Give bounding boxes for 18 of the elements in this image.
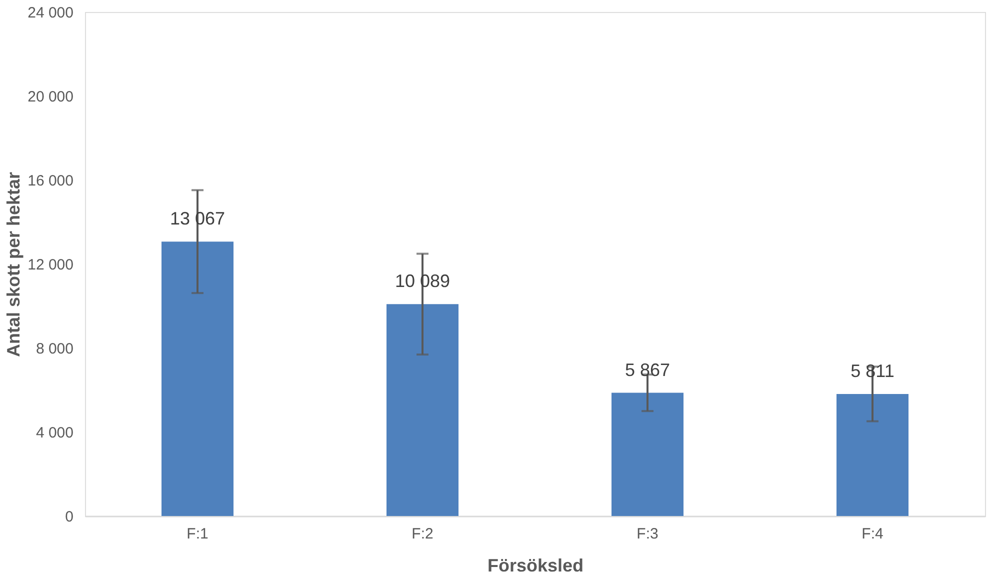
bar: [386, 304, 458, 516]
y-tick-label: 24 000: [28, 4, 74, 22]
bar: [612, 392, 684, 516]
y-tick-label: 8 000: [36, 340, 74, 358]
y-tick-label: 0: [65, 508, 74, 526]
bar: [162, 242, 234, 516]
x-tick-label: F:3: [636, 526, 658, 542]
x-tick-label: F:4: [862, 526, 884, 542]
x-axis-title: Försöksled: [487, 556, 584, 576]
bar: [836, 394, 908, 516]
y-tick-label: 4 000: [36, 424, 74, 442]
y-tick-label: 20 000: [28, 88, 74, 106]
y-tick-label: 16 000: [28, 172, 74, 190]
data-label: 5 867: [624, 360, 670, 380]
y-axis-title: Antal skott per hektar: [4, 172, 24, 358]
x-tick-label: F:2: [412, 526, 434, 542]
y-tick-label: 12 000: [28, 256, 74, 274]
x-tick-label: F:1: [186, 526, 208, 542]
